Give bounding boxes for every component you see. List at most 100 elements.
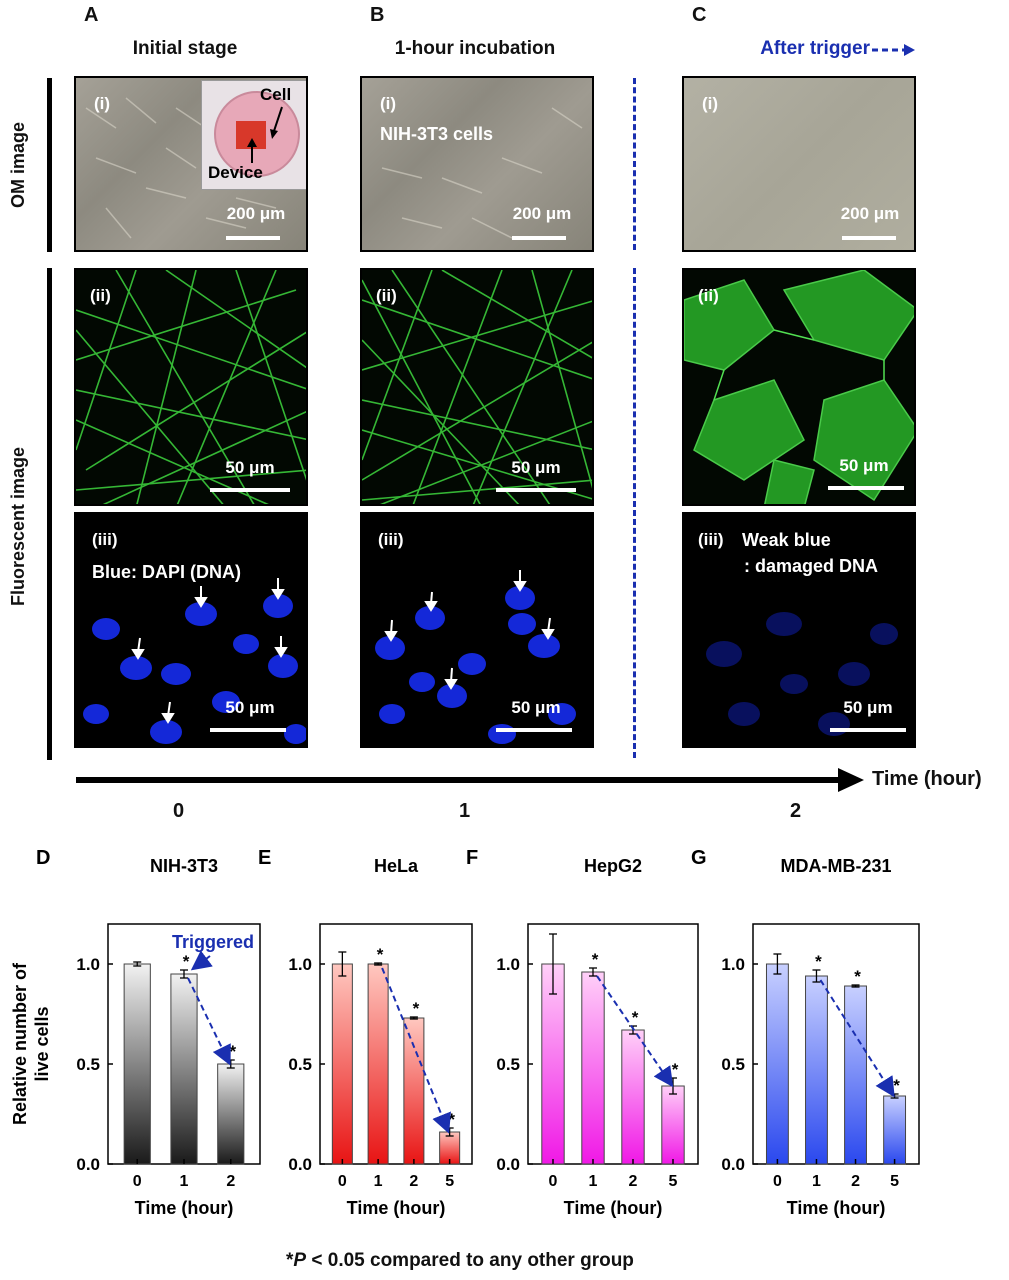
- scale-bar: [842, 236, 896, 240]
- chart-title: HeLa: [374, 856, 419, 876]
- x-tick-label: 2: [851, 1173, 860, 1190]
- x-tick-label: 0: [773, 1173, 782, 1190]
- dapi-image-initial: (iii) Blue: DAPI (DNA) 50 μm: [74, 512, 308, 748]
- bar: [844, 985, 867, 1165]
- y-axis-label-line2: live cells: [32, 1006, 52, 1081]
- trigger-separator-top: [633, 78, 636, 250]
- x-tick-label: 0: [133, 1173, 142, 1190]
- trigger-dashed-arrow-icon: [872, 44, 915, 56]
- y-axis-label-line1: Relative number of: [10, 962, 30, 1125]
- scale-label: 50 μm: [839, 456, 889, 475]
- scale-bar: [512, 236, 566, 240]
- trigger-arrow: [596, 975, 674, 1088]
- panel-letter-a: A: [84, 4, 99, 26]
- y-axis-label: Relative number of live cells: [10, 962, 52, 1125]
- fluor-row-label: Fluorescent image: [8, 446, 28, 606]
- om-row-bar: [47, 78, 52, 252]
- y-tick-label: 0.0: [496, 1155, 520, 1174]
- damage-legend-line1: Weak blue: [742, 530, 831, 550]
- x-tick-label: 2: [629, 1173, 638, 1190]
- column-title-b: 1-hour incubation: [394, 38, 556, 59]
- significance-star: *: [377, 945, 384, 964]
- panel-letter-b: B: [370, 4, 385, 26]
- bar: [883, 1095, 907, 1165]
- scale-label: 200 μm: [226, 204, 286, 223]
- chart-frame: [752, 923, 920, 1165]
- cell-type-label: NIH-3T3 cells: [380, 124, 494, 144]
- bar: [367, 963, 389, 1165]
- x-tick-label: 1: [589, 1173, 598, 1190]
- bar-charts: D NIH-3T3 0.0 0.5 1.0 0 * 1 * 2 Time (hour) Trigger…: [10, 847, 920, 1218]
- y-tick-label: 0.5: [496, 1055, 520, 1074]
- x-tick-label: 1: [812, 1173, 821, 1190]
- scale-label: 50 μm: [225, 698, 275, 717]
- timeline-tick-0: 0: [173, 800, 185, 822]
- x-tick-label: 1: [374, 1173, 383, 1190]
- x-tick-label: 1: [180, 1173, 189, 1190]
- x-axis-label: Time (hour): [135, 1198, 234, 1218]
- x-tick-label: 2: [226, 1173, 235, 1190]
- x-axis-label: Time (hour): [564, 1198, 663, 1218]
- scale-bar: [210, 488, 290, 492]
- chart-title: MDA-MB-231: [780, 856, 891, 876]
- x-tick-label: 2: [409, 1173, 418, 1190]
- om-row-label: OM image: [8, 121, 28, 208]
- trigger-arrow: [819, 979, 895, 1098]
- y-tick-label: 0.5: [288, 1055, 312, 1074]
- panel-letter-c: C: [692, 4, 707, 26]
- y-tick-label: 1.0: [288, 955, 312, 974]
- x-tick-label: 5: [669, 1173, 678, 1190]
- significance-star: *: [448, 1110, 455, 1129]
- chart-letter: D: [36, 847, 50, 869]
- panel-roman: (iii): [92, 530, 118, 549]
- y-tick-label: 1.0: [496, 955, 520, 974]
- x-tick-label: 0: [549, 1173, 558, 1190]
- bar: [170, 973, 198, 1165]
- panel-roman: (iii): [378, 530, 404, 549]
- panel-roman: (ii): [90, 286, 111, 305]
- panel-roman: (i): [702, 94, 719, 113]
- column-title-c: After trigger: [760, 38, 870, 59]
- scale-label: 50 μm: [225, 458, 275, 477]
- scale-bar: [496, 728, 572, 732]
- chart-letter: F: [466, 847, 478, 869]
- damage-legend-line2: : damaged DNA: [744, 556, 879, 576]
- trigger-arrow: [381, 967, 451, 1134]
- significance-star: *: [592, 950, 599, 969]
- x-tick-label: 5: [890, 1173, 899, 1190]
- panel-roman: (iii): [698, 530, 724, 549]
- bar: [765, 963, 789, 1165]
- significance-star: *: [229, 1042, 236, 1061]
- inset-device-label: Device: [208, 163, 263, 182]
- timeline-tick-1: 1: [459, 800, 471, 822]
- significance-star: *: [815, 952, 822, 971]
- chart-frame: [527, 923, 699, 1165]
- chart-letter: E: [258, 847, 271, 869]
- y-tick-label: 0.0: [288, 1155, 312, 1174]
- chart-title: HepG2: [584, 856, 642, 876]
- bar: [331, 963, 353, 1165]
- panel-roman: (i): [94, 94, 111, 113]
- bar: [661, 1085, 685, 1165]
- bar: [581, 971, 605, 1165]
- actin-image-initial: (ii) 50 μm: [74, 268, 308, 506]
- scale-label: 50 μm: [511, 458, 561, 477]
- timeline-tick-2: 2: [790, 800, 802, 822]
- om-image-incubation: (i) NIH-3T3 cells 200 μm: [360, 76, 594, 252]
- scale-label: 50 μm: [843, 698, 893, 717]
- column-title-a: Initial stage: [132, 38, 238, 59]
- chart-title: NIH-3T3: [150, 856, 218, 876]
- scale-bar: [828, 486, 904, 490]
- dapi-legend: Blue: DAPI (DNA): [92, 562, 241, 582]
- significance-star: *: [413, 999, 420, 1018]
- inset-cell-label: Cell: [260, 85, 292, 104]
- panel-roman: (ii): [376, 286, 397, 305]
- bar: [805, 975, 828, 1165]
- x-axis-label: Time (hour): [787, 1198, 886, 1218]
- scale-bar: [830, 728, 906, 732]
- chart-frame: [319, 923, 473, 1165]
- triggered-annotation: Triggered: [172, 932, 254, 952]
- bar: [403, 1017, 425, 1165]
- significance-star: *: [893, 1076, 900, 1095]
- x-tick-label: 5: [445, 1173, 454, 1190]
